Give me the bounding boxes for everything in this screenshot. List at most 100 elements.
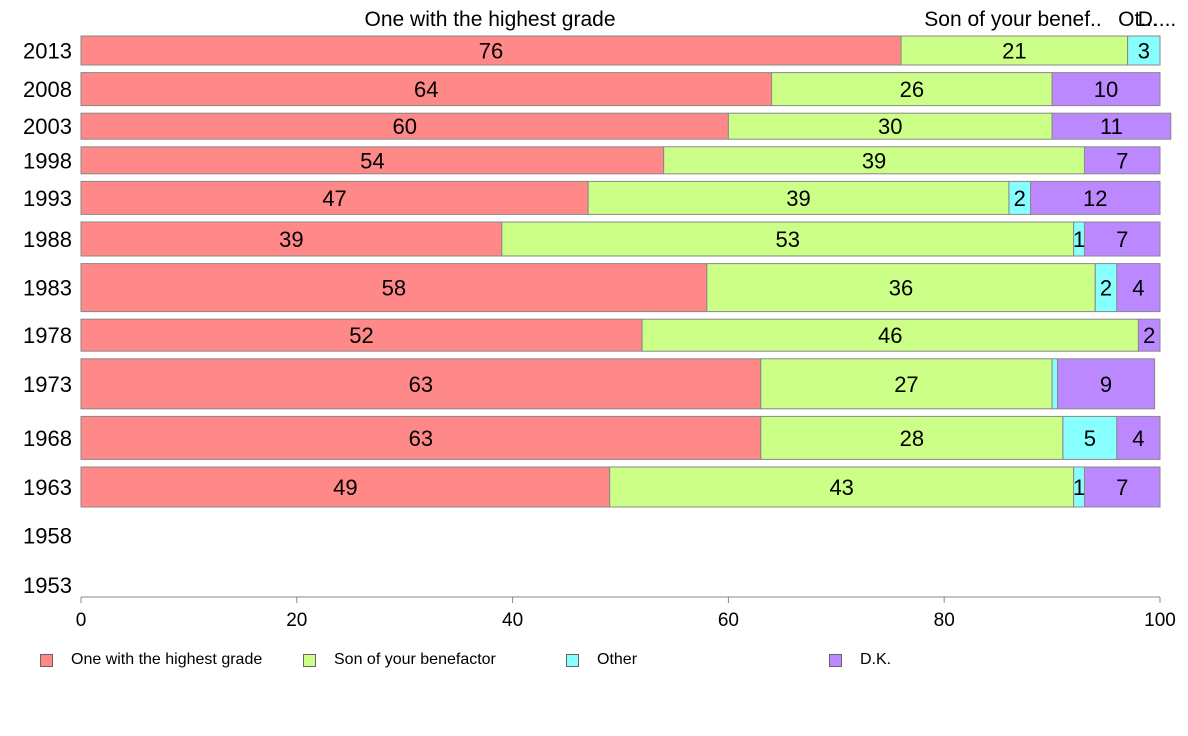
data-label: 54 [360, 148, 384, 173]
data-label: 64 [414, 77, 438, 102]
bar-segment [900, 35, 1129, 66]
bar-segment [80, 180, 589, 215]
legend-label: Son of your benefactor [334, 651, 496, 668]
category-label-1993: 1993 [23, 186, 72, 211]
data-label: 39 [862, 148, 886, 173]
bar-segment [1051, 358, 1058, 410]
bar-segment [1056, 358, 1156, 410]
column-header: One with the highest grade [365, 8, 616, 31]
legend-label: One with the highest grade [71, 651, 263, 668]
x-tick-label: 40 [502, 610, 523, 631]
data-label: 58 [382, 276, 406, 301]
bar-segment [1051, 72, 1161, 107]
bar-segment [80, 358, 762, 410]
data-label: 39 [786, 186, 810, 211]
data-label: 43 [829, 475, 853, 500]
category-label-1963: 1963 [23, 475, 72, 500]
bar-segment [80, 466, 611, 508]
bar-segment [1062, 415, 1118, 460]
x-tick-label: 60 [718, 610, 739, 631]
x-tick-label: 20 [286, 610, 307, 631]
data-label: 1 [1073, 227, 1085, 252]
x-tick-label: 0 [76, 610, 87, 631]
legend-item: Other [566, 648, 637, 672]
bar-segment [80, 415, 762, 460]
bar-segment [587, 180, 1010, 215]
bar-segment [1127, 35, 1161, 66]
bar-segment [760, 415, 1064, 460]
bar-segment [1137, 318, 1161, 352]
bar-segment [80, 263, 708, 313]
data-label: 46 [878, 323, 902, 348]
bar-segment [1083, 466, 1161, 508]
data-label: 21 [1002, 39, 1026, 64]
category-label-1973: 1973 [23, 372, 72, 397]
bar-segment [771, 72, 1053, 107]
data-label: 63 [409, 372, 433, 397]
bar-segment [80, 146, 665, 175]
legend-swatch [303, 653, 316, 667]
bar-segment [1083, 221, 1161, 257]
data-label: 4 [1132, 276, 1144, 301]
data-label: 7 [1116, 148, 1128, 173]
bar-segment [80, 318, 643, 352]
x-tick-label: 80 [934, 610, 955, 631]
data-label: 76 [479, 39, 503, 64]
category-label-1983: 1983 [23, 276, 72, 301]
legend-label: Other [597, 651, 638, 668]
legend-label: D.K. [860, 651, 892, 668]
data-label: 47 [322, 186, 346, 211]
bar-segment [727, 112, 1053, 140]
legend-item: One with the highest grade [40, 648, 262, 672]
category-label-1958: 1958 [23, 524, 72, 549]
data-label: 11 [1100, 114, 1123, 139]
chart-legend: One with the highest grade Son of your be… [0, 648, 1188, 672]
stacked-bar-chart: One with the highest grade Son of your be… [23, 8, 1177, 631]
data-label: 5 [1084, 426, 1096, 451]
data-label: 53 [776, 227, 800, 252]
data-label: 52 [349, 323, 373, 348]
data-label: 28 [900, 426, 924, 451]
bar-segment [1116, 263, 1161, 313]
data-label: 27 [894, 372, 918, 397]
data-label: 63 [409, 426, 433, 451]
data-label: 10 [1094, 77, 1118, 102]
legend-item: Son of your benefactor [303, 648, 496, 672]
bar-segment [663, 146, 1085, 175]
column-header: Son of your benef.. [924, 8, 1101, 31]
category-label-1978: 1978 [23, 323, 72, 348]
data-label: 2 [1014, 186, 1026, 211]
bar-segment [760, 358, 1053, 410]
category-label-2013: 2013 [23, 39, 72, 64]
bar-segment [706, 263, 1096, 313]
data-label: 39 [279, 227, 303, 252]
bar-segment [641, 318, 1139, 352]
data-label: 60 [392, 114, 416, 139]
category-label-1953: 1953 [23, 573, 72, 598]
data-label: 30 [878, 114, 902, 139]
bar-segment [80, 221, 503, 257]
bar-segment [80, 112, 729, 140]
data-label: 3 [1138, 39, 1150, 64]
data-label: 9 [1100, 372, 1112, 397]
column-header: D.... [1138, 8, 1177, 31]
legend-swatch [829, 653, 842, 667]
data-label: 7 [1116, 475, 1128, 500]
legend-swatch [40, 653, 53, 667]
data-label: 36 [889, 276, 913, 301]
x-tick-label: 100 [1144, 610, 1176, 631]
legend-item: D.K. [829, 648, 891, 672]
bar-segment [1051, 112, 1172, 140]
data-label: 2 [1100, 276, 1112, 301]
bar-segment [1116, 415, 1161, 460]
data-label: 1 [1073, 475, 1085, 500]
bar-segment [1083, 146, 1161, 175]
data-label: 49 [333, 475, 357, 500]
column-header: Ot... [1118, 8, 1158, 31]
data-label: 2 [1143, 323, 1155, 348]
category-label-1968: 1968 [23, 426, 72, 451]
category-label-1988: 1988 [23, 227, 72, 252]
category-label-2003: 2003 [23, 114, 72, 139]
bar-segment [1030, 180, 1161, 215]
category-label-1998: 1998 [23, 148, 72, 173]
